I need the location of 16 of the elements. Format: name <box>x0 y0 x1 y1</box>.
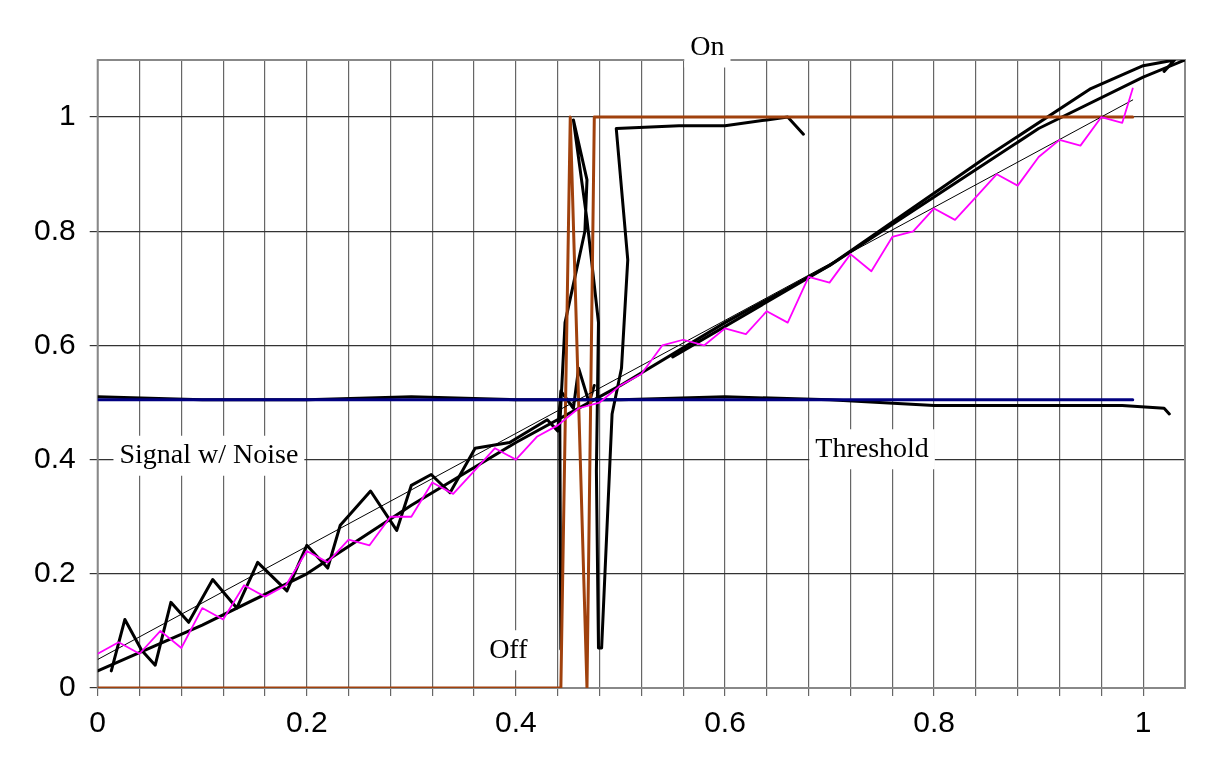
x-tick-label: 1 <box>1134 705 1152 739</box>
y-tick-label: 0 <box>59 669 76 703</box>
x-tick-label: 0.4 <box>495 705 537 739</box>
y-tick-label: 0.8 <box>33 212 76 246</box>
annotation: Threshold <box>815 431 929 463</box>
annotation: Off <box>489 632 529 664</box>
x-tick-label: 0.2 <box>285 705 328 739</box>
y-tick-label: 0.2 <box>33 555 76 589</box>
x-tick-label: 0 <box>89 705 107 739</box>
y-tick-label: 1 <box>59 98 76 132</box>
y-tick-label: 0.4 <box>33 440 76 474</box>
annotation: On <box>690 29 725 61</box>
y-tick-label: 0.6 <box>33 326 76 360</box>
annotation: Signal w/ Noise <box>119 438 299 469</box>
x-tick-label: 0.8 <box>913 705 955 739</box>
x-tick-label: 0.6 <box>704 705 746 739</box>
